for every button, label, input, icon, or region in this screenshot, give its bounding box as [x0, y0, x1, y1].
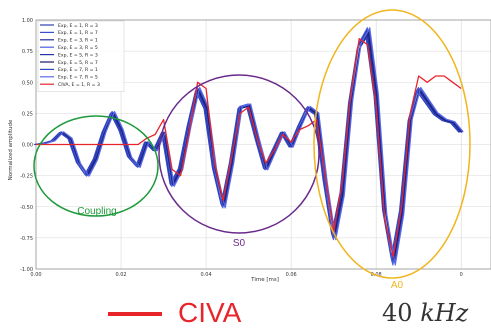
legend-entry: Exp, E = 5, R = 3: [58, 52, 98, 58]
frequency-label: 40 kHz: [382, 296, 468, 330]
x-axis-label: Time [ms]: [250, 277, 279, 283]
x-tick-label: 0.04: [201, 272, 212, 278]
legend-entry: CIVA, E = 1, R = 3: [58, 82, 100, 88]
civa-legend-label: CIVA: [178, 297, 242, 328]
exp-series-line: [35, 27, 462, 266]
y-tick-label: 0.75: [22, 49, 33, 55]
y-tick-label: -0.25: [20, 174, 33, 180]
annotation-label: Coupling: [77, 206, 116, 217]
annotation-ellipse: [33, 115, 159, 217]
legend-entry: Exp, E = 3, R = 5: [58, 45, 98, 51]
y-tick-label: -0.75: [20, 236, 33, 242]
legend-entry: Exp, E = 1, R = 7: [58, 30, 98, 36]
legend-entry: Exp, E = 7, R = 1: [58, 67, 98, 73]
annotation-ellipse: [313, 9, 471, 279]
legend-entry: Exp, E = 3, R = 1: [58, 38, 98, 44]
frequency-unit: kHz: [420, 299, 469, 327]
x-tick-label: 0.06: [286, 272, 297, 278]
civa-series-line: [36, 38, 462, 258]
civa-legend-line: [108, 312, 162, 316]
legend-entry: Exp, E = 5, R = 7: [58, 60, 98, 66]
frequency-value: 40: [382, 299, 413, 327]
y-tick-label: 0.50: [22, 80, 33, 86]
y-tick-label: 0.00: [22, 143, 33, 149]
y-tick-labels: 1.00 0.75 0.50 0.25 0.00 -0.25 -0.50 -0.75 -1.00: [20, 18, 33, 273]
annotation-label: S0: [233, 238, 246, 249]
annotation-ellipse: [158, 74, 320, 234]
region-annotations: Coupling S0 A0: [33, 9, 471, 291]
exp-series-line: [38, 27, 464, 266]
y-tick-label: 0.25: [22, 111, 33, 117]
bottom-legend: CIVA 40 kHz: [0, 294, 491, 334]
legend-entry: Exp, E = 1, R = 3: [58, 23, 98, 29]
x-tick-label: 0.02: [115, 272, 126, 278]
annotation-label: A0: [391, 280, 404, 291]
y-tick-label: -1.00: [20, 267, 33, 273]
y-axis-label: Normalized amplitude: [8, 119, 14, 180]
y-tick-label: -0.50: [20, 205, 33, 211]
x-tick-label: 0: [460, 272, 463, 278]
series-lines: [33, 27, 464, 266]
y-tick-label: 1.00: [22, 18, 33, 24]
legend-entry: Exp, E = 7, R = 5: [58, 75, 98, 81]
x-tick-label: 0.00: [30, 272, 41, 278]
